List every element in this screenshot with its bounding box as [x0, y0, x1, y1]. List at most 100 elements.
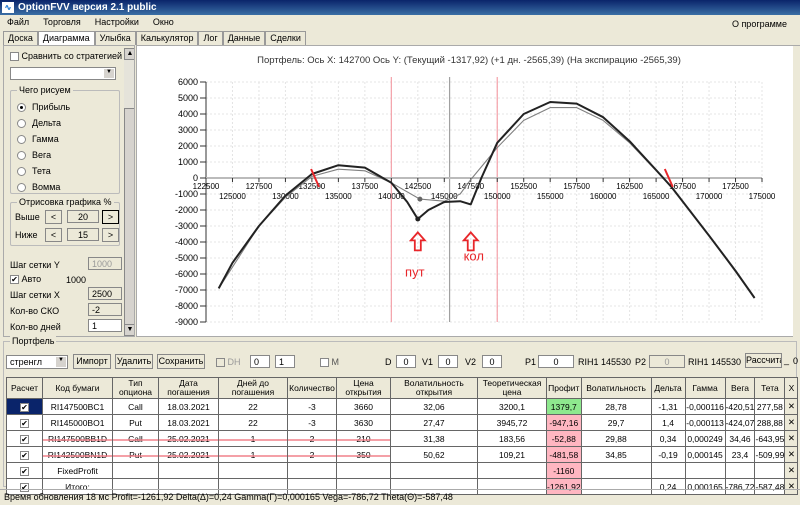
v1-field[interactable]: 0 [438, 355, 458, 368]
column-header[interactable]: Тета [754, 377, 786, 399]
grid-x-field[interactable]: 2500 [88, 287, 122, 300]
menu-window[interactable]: Окно [152, 17, 174, 27]
close-icon[interactable]: ✕ [787, 481, 795, 491]
menu-settings[interactable]: Настройки [94, 17, 139, 27]
table-row[interactable]: ✔ FixedProfit -1160 ✕ [6, 462, 799, 479]
column-header[interactable]: Тип опциона [112, 377, 159, 399]
left-scrollbar[interactable]: ▲ ▼ [124, 48, 134, 336]
checkbox-box[interactable] [10, 52, 19, 62]
calc-checkbox[interactable]: ✔ [20, 450, 29, 460]
calc-checkbox-cell[interactable]: ✔ [6, 398, 43, 415]
radio-3[interactable]: Вега [17, 147, 70, 163]
minimize-button[interactable]: _ [784, 355, 790, 365]
close-icon[interactable]: ✕ [787, 417, 795, 427]
close-icon[interactable]: ✕ [787, 465, 795, 475]
dh-spin-1[interactable]: 0 [250, 355, 270, 368]
grid-y-field[interactable]: 1000 [88, 257, 122, 270]
checkbox-box[interactable]: ✔ [10, 275, 19, 285]
delete-button[interactable]: Удалить [115, 354, 153, 369]
remove-row-button[interactable]: ✕ [784, 430, 799, 447]
radio-button[interactable] [17, 151, 26, 161]
menu-file[interactable]: Файл [7, 17, 30, 27]
calc-checkbox[interactable]: ✔ [20, 402, 29, 412]
scroll-thumb[interactable] [124, 108, 134, 333]
p1-field[interactable]: 0 [538, 355, 574, 368]
p2-field[interactable]: 0 [649, 355, 685, 368]
radio-button[interactable] [17, 135, 26, 145]
sko-field[interactable]: -2 [88, 303, 122, 316]
calc-checkbox-cell[interactable]: ✔ [6, 462, 43, 479]
column-header[interactable]: Профит [546, 377, 582, 399]
strategy-select[interactable]: стренгл ▼ [6, 355, 68, 369]
d-field[interactable]: 0 [396, 355, 416, 368]
column-header[interactable]: Гамма [684, 377, 726, 399]
m-checkbox[interactable]: M [320, 357, 339, 368]
compare-select[interactable]: ▼ [10, 67, 116, 80]
checkbox-box[interactable] [320, 358, 329, 368]
column-header[interactable]: Цена открытия [336, 377, 391, 399]
menu-about[interactable]: О программе [731, 19, 787, 29]
auto-checkbox[interactable]: ✔ Авто [10, 274, 41, 285]
radio-4[interactable]: Тета [17, 163, 70, 179]
radio-5[interactable]: Вомма [17, 179, 70, 195]
column-header[interactable]: Код бумаги [42, 377, 113, 399]
close-icon[interactable]: ✕ [787, 433, 795, 443]
calc-checkbox[interactable]: ✔ [20, 434, 29, 444]
menu-trading[interactable]: Торговля [43, 17, 81, 27]
radio-button[interactable] [17, 103, 26, 113]
radio-button[interactable] [17, 119, 26, 129]
calc-checkbox[interactable]: ✔ [20, 466, 29, 476]
tab-log[interactable]: Лог [198, 31, 223, 45]
scroll-up-icon[interactable]: ▲ [124, 48, 134, 60]
column-header[interactable]: Дней до погашения [218, 377, 288, 399]
calc-checkbox-cell[interactable]: ✔ [6, 478, 43, 495]
remove-row-button[interactable]: ✕ [784, 462, 799, 479]
radio-button[interactable] [17, 167, 26, 177]
close-icon[interactable]: ✕ [787, 449, 795, 459]
tab-diagram[interactable]: Диаграмма [37, 31, 95, 46]
payoff-chart[interactable]: Портфель: Ось X: 142700 Ось Y: (Текущий … [136, 45, 800, 338]
days-field[interactable]: 1 [88, 319, 122, 332]
chevron-down-icon[interactable]: ▼ [104, 69, 114, 78]
remove-row-button[interactable]: ✕ [784, 446, 799, 463]
radio-1[interactable]: Дельта [17, 115, 70, 131]
column-header[interactable]: Количество [287, 377, 337, 399]
remove-row-button[interactable]: ✕ [784, 398, 799, 415]
column-header[interactable]: Дельта [650, 377, 686, 399]
import-button[interactable]: Импорт [73, 354, 111, 369]
calculate-button[interactable]: Рассчита [745, 353, 782, 368]
column-header[interactable]: Вега [724, 377, 756, 399]
tab-board[interactable]: Доска [3, 31, 38, 45]
table-row[interactable]: ✔ Итого: -1261,92 0,24 0,000165 -786,72 -587,4… [6, 478, 799, 495]
above-decrease-button[interactable]: < [45, 210, 62, 224]
v2-field[interactable]: 0 [482, 355, 502, 368]
column-header[interactable]: Волатильность открытия [390, 377, 478, 399]
scroll-down-icon[interactable]: ▼ [124, 324, 134, 336]
chevron-down-icon[interactable]: ▼ [56, 357, 66, 367]
radio-button[interactable] [17, 183, 26, 193]
radio-0[interactable]: Прибыль [17, 99, 70, 115]
above-field[interactable]: 20 [67, 210, 99, 223]
dh-checkbox[interactable]: DH [216, 357, 241, 368]
remove-row-button[interactable]: ✕ [784, 478, 799, 495]
column-header[interactable]: X [784, 377, 799, 399]
table-row[interactable]: ✔ RI142500BN1D Put 25.02.2021 1 2 350 50,62 109,… [6, 446, 799, 463]
tab-data[interactable]: Данные [222, 31, 266, 45]
column-header[interactable]: Расчет [6, 377, 43, 399]
column-header[interactable]: Волатильность [580, 377, 652, 399]
compare-checkbox[interactable]: Сравнить со стратегией [10, 51, 122, 62]
table-row[interactable]: ✔ RI147500BB1D Call 25.02.2021 1 2 210 31,38 183… [6, 430, 799, 447]
below-field[interactable]: 15 [67, 228, 99, 241]
below-increase-button[interactable]: > [102, 228, 119, 242]
calc-checkbox-cell[interactable]: ✔ [6, 414, 43, 431]
calc-checkbox[interactable]: ✔ [20, 482, 29, 492]
column-header[interactable]: Теоретическая цена [477, 377, 547, 399]
tab-smile[interactable]: Улыбка [94, 31, 136, 45]
radio-2[interactable]: Гамма [17, 131, 70, 147]
save-button[interactable]: Сохранить [157, 354, 205, 369]
above-increase-button[interactable]: > [102, 210, 119, 224]
table-row[interactable]: ✔ RI145000BO1 Put 18.03.2021 22 -3 3630 27,47 39… [6, 414, 799, 431]
dh-spin-2[interactable]: 1 [275, 355, 295, 368]
column-header[interactable]: Дата погашения [158, 377, 219, 399]
calc-checkbox-cell[interactable]: ✔ [6, 430, 43, 447]
